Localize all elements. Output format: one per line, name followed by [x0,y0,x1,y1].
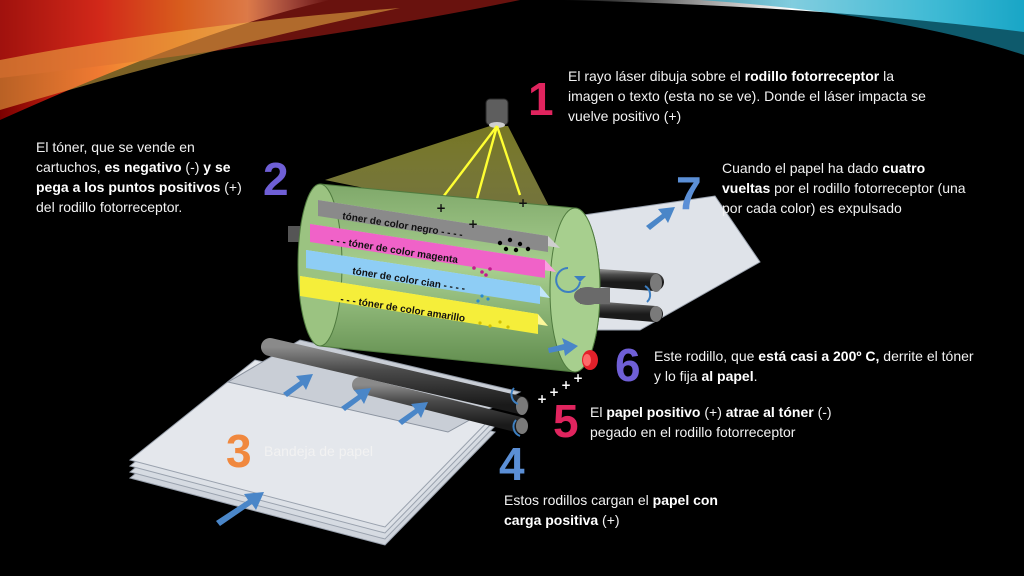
paper-plus-4: + [573,371,583,385]
step-7-text-run: Cuando el papel ha dado [722,160,883,176]
step-6-text: Este rodillo, que está casi a 200º C, de… [654,346,974,386]
step-6-text-run: al papel [701,368,754,384]
step-1-text-run: El rayo láser dibuja sobre el [568,68,745,84]
step-2-text-run: y se pega a los puntos positivos [36,159,231,195]
step-4-text: Estos rodillos cargan el papel con carga… [504,490,734,530]
step-number-1: 1 [528,73,554,125]
step-6-text-run: Este rodillo, que [654,348,759,364]
step-7-text-run: cuatro vueltas [722,160,926,196]
step-2-text-run: es negativo [104,159,182,175]
step-6-text-run: está casi a 200º C, [758,348,880,364]
arrow-paper-2-icon [341,388,371,411]
step-4-text-run: (+) [598,512,620,528]
step-5-text-run: (+) [700,404,726,420]
step-5-text-run: atrae al tóner [725,404,814,420]
step-1-text: El rayo láser dibuja sobre el rodillo fo… [568,66,928,126]
step-number-5: 5 [553,395,579,447]
step-2-text-run: (-) [181,159,204,175]
step-5-text-run: El [590,404,607,420]
toner-yellow: - - - tóner de color amarillo [300,276,548,334]
step-3-text-run: Bandeja de papel [264,443,373,459]
step-6-text-run: . [753,368,758,384]
paper-plus-3: + [561,378,571,392]
step-2-text-run: El tóner, que se vende en cartuchos, [36,139,195,175]
step-3-text: Bandeja de papel [264,441,424,461]
step-number-7: 7 [676,167,702,219]
arrow-drum-left-icon [548,338,578,356]
step-7-text-run: por el rodillo fotorreceptor (una por ca… [722,180,966,216]
laser-plus-2: + [468,217,478,231]
step-2-text: El tóner, que se vende en cartuchos, es … [36,137,261,217]
step-1-text-run: rodillo fotorreceptor [744,68,880,84]
top-swoosh-decoration [0,0,1024,120]
step-5-text-run: (-) pegado en el rodillo fotorreceptor [590,404,832,440]
paper-plus-2: + [549,385,559,399]
step-7-text: Cuando el papel ha dado cuatro vueltas p… [722,158,972,218]
step-4-text-run: Estos rodillos cargan el [504,492,653,508]
step-6-text-run: derrite el tóner y lo fija [654,348,974,384]
charging-roller-rotation-icon [510,387,519,405]
step-1-text-run: la imagen o texto (esta no se ve). Donde… [568,68,926,124]
laser-plus-1: + [436,201,446,215]
step-number-6: 6 [615,339,641,391]
arrow-exit-icon [646,207,675,230]
step-5-text-run: papel positivo [606,404,701,420]
step-number-4: 4 [499,438,525,490]
charging-rollers [261,338,529,434]
laser-plus-3: + [518,196,528,210]
step-5-text: El papel positivo (+) atrae al tóner (-)… [590,402,865,442]
arrow-feed-icon [216,492,264,526]
step-number-3: 3 [226,425,252,477]
step-4-text-run: papel con carga positiva [504,492,718,528]
arrow-paper-3-icon [398,402,428,425]
exit-roller-rotation-icon [644,285,652,303]
paper-plus-1: + [537,392,547,406]
fuser-roller [582,350,598,370]
step-2-text-run: (+) del rodillo fotorreceptor. [36,179,242,215]
arrow-paper-1-icon [283,374,313,397]
charging-roller-rotation-icon-2 [512,419,521,437]
step-number-2: 2 [263,153,289,205]
